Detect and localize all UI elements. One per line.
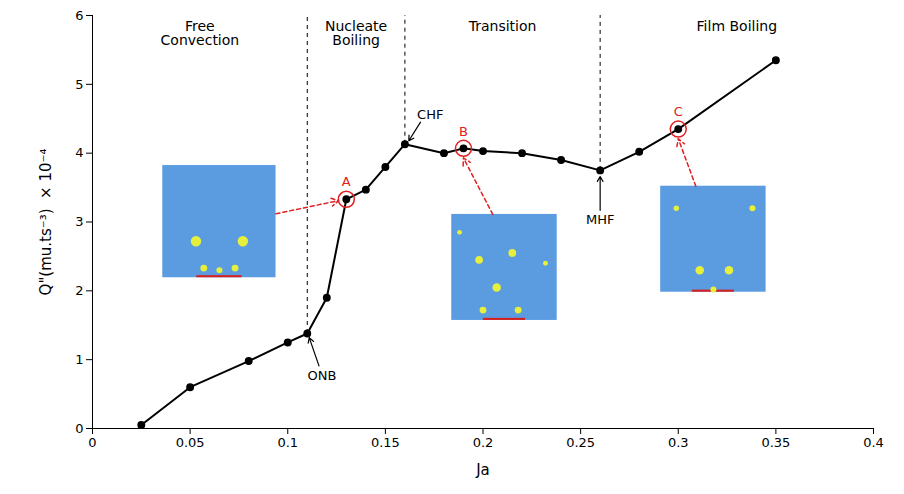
- svg-text:MHF: MHF: [586, 212, 614, 227]
- svg-text:B: B: [459, 124, 468, 139]
- svg-text:NucleateBoiling: NucleateBoiling: [325, 18, 387, 48]
- svg-text:4: 4: [75, 145, 83, 160]
- svg-text:Ja: Ja: [475, 461, 490, 479]
- svg-text:CHF: CHF: [417, 107, 443, 122]
- svg-text:1: 1: [75, 352, 83, 367]
- svg-text:0.4: 0.4: [863, 435, 884, 450]
- svg-text:0.05: 0.05: [176, 435, 205, 450]
- svg-text:A: A: [342, 174, 351, 189]
- svg-text:0.2: 0.2: [473, 435, 494, 450]
- svg-text:0: 0: [88, 435, 96, 450]
- svg-text:0.3: 0.3: [668, 435, 689, 450]
- svg-text:3: 3: [75, 214, 83, 229]
- svg-text:Q"(mu.ts⁻³) × 10⁻⁴: Q"(mu.ts⁻³) × 10⁻⁴: [37, 149, 55, 296]
- svg-text:0.1: 0.1: [277, 435, 298, 450]
- svg-text:6: 6: [75, 8, 83, 23]
- svg-text:0.25: 0.25: [566, 435, 595, 450]
- svg-text:FreeConvection: FreeConvection: [161, 18, 240, 48]
- svg-text:Film Boiling: Film Boiling: [697, 18, 778, 34]
- svg-text:0.15: 0.15: [371, 435, 400, 450]
- svg-text:5: 5: [75, 76, 83, 91]
- svg-text:2: 2: [75, 283, 83, 298]
- svg-text:C: C: [674, 104, 683, 119]
- svg-text:0: 0: [75, 421, 83, 436]
- svg-text:Transition: Transition: [468, 18, 537, 34]
- svg-text:0.35: 0.35: [761, 435, 790, 450]
- svg-text:ONB: ONB: [307, 368, 336, 383]
